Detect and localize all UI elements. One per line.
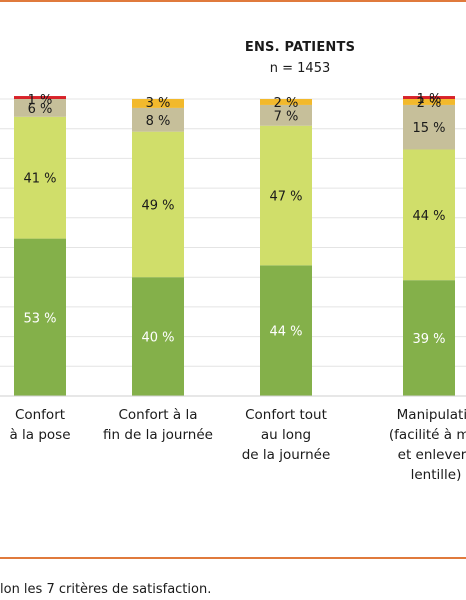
data-label: 49 % bbox=[141, 198, 174, 213]
bar-segment bbox=[403, 104, 455, 150]
data-label: 3 % bbox=[146, 96, 171, 111]
bar-segment bbox=[403, 280, 455, 396]
data-label: 1 % bbox=[28, 93, 53, 108]
bar-segment bbox=[403, 96, 455, 99]
data-label: 1 % bbox=[417, 92, 442, 107]
data-label: 44 % bbox=[269, 325, 302, 340]
data-label: 40 % bbox=[141, 331, 174, 346]
data-label: 39 % bbox=[412, 332, 445, 347]
sample-size: n = 1453 bbox=[269, 61, 331, 76]
data-label: 15 % bbox=[412, 121, 445, 136]
bottom-rule bbox=[0, 557, 466, 559]
data-label: 44 % bbox=[412, 209, 445, 224]
bar-segment bbox=[14, 116, 66, 239]
bar-segment bbox=[260, 125, 312, 266]
bar-segment bbox=[260, 104, 312, 126]
bar-segment bbox=[403, 99, 455, 105]
category-label: Confort à la pose bbox=[9, 407, 71, 443]
bar-segment bbox=[260, 99, 312, 105]
bar-segment bbox=[14, 96, 66, 99]
bar-segment bbox=[14, 238, 66, 396]
bar-segment bbox=[260, 265, 312, 396]
data-label: 7 % bbox=[274, 109, 299, 124]
bar-segment bbox=[14, 99, 66, 117]
category-label: Confort à la fin de la journée bbox=[103, 407, 213, 443]
data-label: 2 % bbox=[417, 96, 442, 111]
group-title: ENS. PATIENTS bbox=[244, 40, 356, 55]
bar-segment bbox=[132, 107, 184, 132]
category-label: Confort tout au long de la journée bbox=[241, 407, 331, 463]
data-label: 6 % bbox=[28, 102, 53, 117]
data-label: 2 % bbox=[274, 96, 299, 111]
footnote: lon les 7 critères de satisfaction. bbox=[0, 582, 212, 597]
bar-segment bbox=[132, 277, 184, 396]
data-label: 47 % bbox=[269, 190, 302, 205]
bar-segment bbox=[403, 149, 455, 281]
bar-segment bbox=[132, 131, 184, 278]
stacked-bar-chart: 53 %41 %6 %1 %40 %49 %8 %3 %44 %47 %7 %2… bbox=[0, 92, 466, 397]
data-label: 53 % bbox=[23, 311, 56, 326]
category-label: Manipulatio (facilité à met et enlever l… bbox=[388, 407, 466, 483]
data-label: 8 % bbox=[146, 114, 171, 129]
data-label: 41 % bbox=[23, 172, 56, 187]
top-rule bbox=[0, 0, 466, 2]
bar-segment bbox=[132, 99, 184, 108]
